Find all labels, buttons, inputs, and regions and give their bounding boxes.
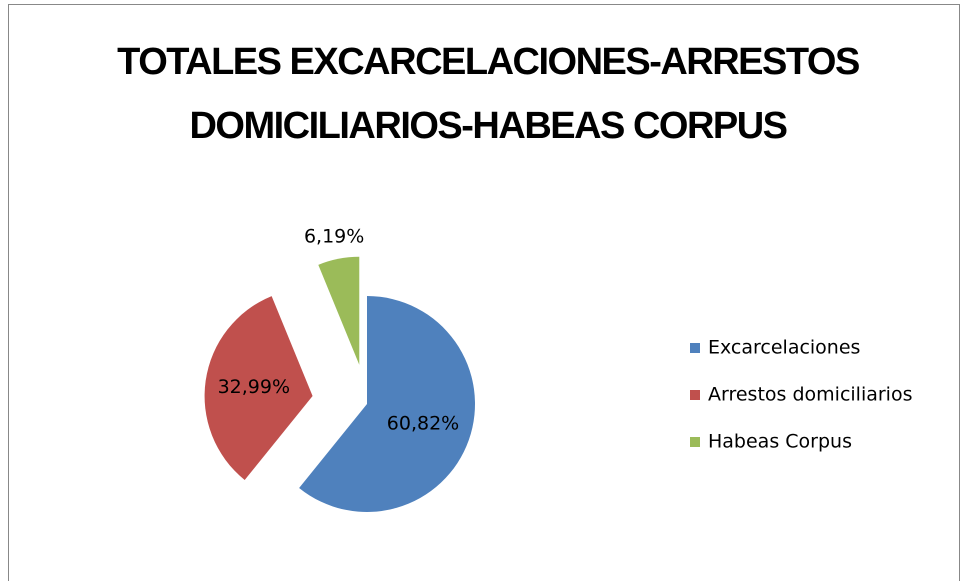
legend-swatch (690, 390, 700, 400)
chart-frame (8, 4, 960, 581)
legend-swatch (690, 343, 700, 353)
legend-label: Arrestos domiciliarios (708, 384, 912, 406)
legend-label: Habeas Corpus (708, 431, 852, 453)
legend-label: Excarcelaciones (708, 337, 860, 359)
legend-swatch (690, 437, 700, 447)
data-label: 6,19% (304, 226, 364, 248)
pie-slice (318, 256, 360, 365)
pie-slice (204, 296, 313, 481)
data-label: 60,82% (387, 412, 459, 434)
data-label: 32,99% (218, 376, 290, 398)
chart-title: TOTALES EXCARCELACIONES-ARRESTOS DOMICIL… (117, 41, 860, 147)
pie-slice (299, 296, 476, 513)
